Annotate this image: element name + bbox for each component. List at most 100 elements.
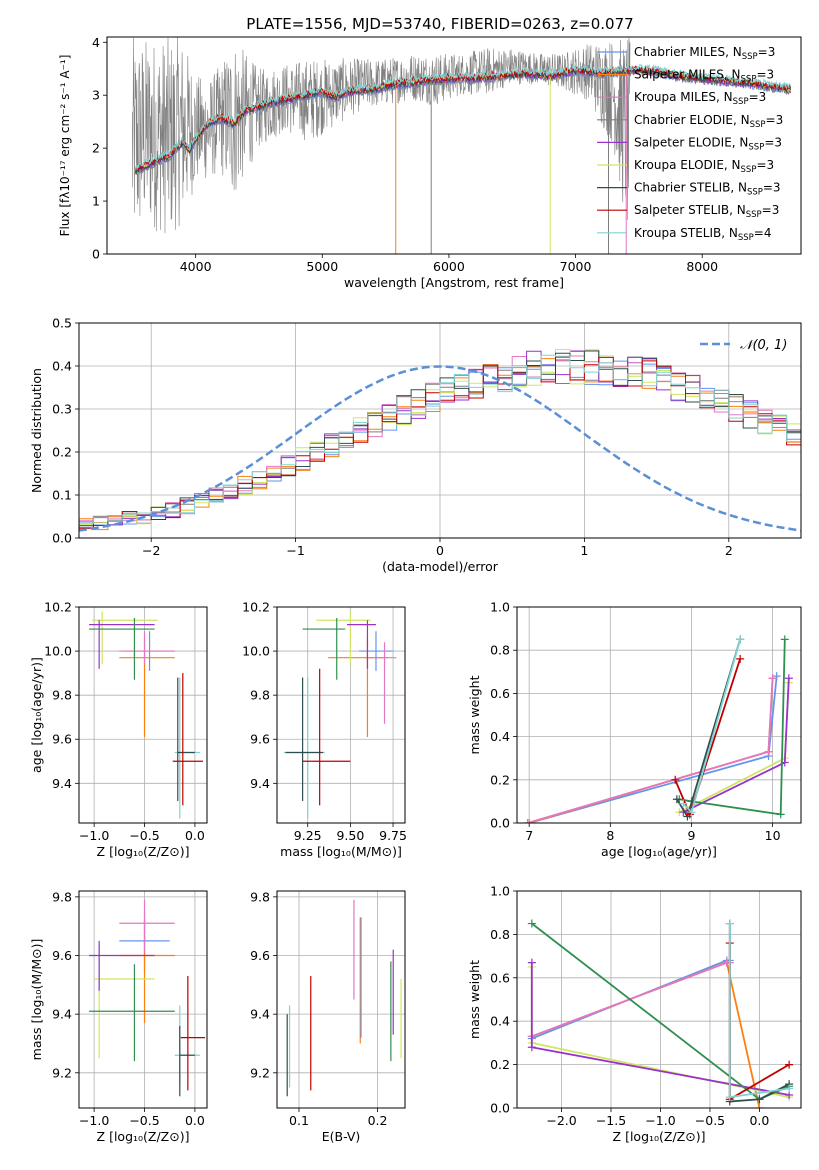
- model-spectrum-kroupa-stelib: [134, 63, 792, 171]
- x-tick-label: 0.1: [289, 1113, 309, 1128]
- errorbar-point: [302, 668, 351, 806]
- y-tick-label: 0.2: [490, 772, 510, 787]
- y-tick-label: 9.8: [52, 688, 72, 703]
- x-axis-label: E(B-V): [322, 1129, 361, 1144]
- data-marker: [736, 635, 745, 644]
- x-tick-label: 10: [765, 828, 781, 843]
- data-marker: [725, 919, 734, 928]
- y-tick-label: 1.0: [490, 600, 510, 615]
- data-marker: [784, 674, 793, 683]
- x-axis-label: age [log₁₀(age/yr)]: [601, 844, 717, 859]
- y-tick-label: 1.0: [490, 884, 510, 899]
- x-tick-label: 8000: [686, 259, 718, 274]
- data-marker: [755, 1104, 764, 1108]
- y-axis-label: Flux [fλ10⁻¹⁷ erg cm⁻² s⁻¹ A⁻¹]: [58, 55, 72, 237]
- errorbar-point: [89, 618, 155, 680]
- data-marker: [776, 810, 785, 819]
- data-marker: [527, 958, 536, 967]
- x-tick-label: 0.0: [185, 828, 205, 843]
- y-tick-label: 10.0: [44, 644, 72, 659]
- plot-area: [132, 37, 792, 254]
- data-marker: [523, 819, 532, 823]
- plot-area: [283, 611, 397, 819]
- histogram-series: [79, 358, 801, 538]
- axes-frame: [276, 606, 406, 824]
- axes-frame: [78, 606, 208, 824]
- data-marker: [785, 1084, 794, 1093]
- legend-label: Chabrier ELODIE, NSSP=3: [634, 113, 783, 130]
- plot-area: [89, 899, 205, 1097]
- y-tick-label: 0.4: [490, 729, 510, 744]
- mass-weight-series: [679, 639, 786, 816]
- data-marker: [671, 775, 680, 784]
- x-tick-label: −1.0: [79, 828, 109, 843]
- y-axis-label: mass weight: [467, 675, 482, 754]
- y-tick-label: 9.8: [52, 889, 72, 904]
- y-tick-label: 0.4: [490, 1014, 510, 1029]
- y-tick-label: 0.6: [490, 970, 510, 985]
- y-tick-label: 9.4: [250, 1007, 270, 1022]
- y-axis-label: mass [log₁₀(M/M⊙)]: [29, 939, 44, 1061]
- x-axis-label: wavelength [Angstrom, rest frame]: [344, 275, 564, 290]
- histogram-series: [79, 349, 801, 538]
- y-axis-label: Normed distribution: [29, 368, 44, 493]
- y-tick-label: 9.6: [250, 948, 270, 963]
- y-tick-label: 0.3: [52, 402, 72, 417]
- y-tick-label: 0.2: [490, 1057, 510, 1072]
- x-tick-label: 6000: [433, 259, 465, 274]
- axes-frame: [106, 36, 802, 255]
- legend-label: 𝒩(0, 1): [740, 338, 787, 353]
- axes-frame: [78, 322, 802, 539]
- x-tick-label: −1.0: [79, 1113, 109, 1128]
- x-tick-label: 9.25: [294, 828, 322, 843]
- mass-weight-series: [528, 678, 774, 823]
- legend-label: Chabrier STELIB, NSSP=3: [634, 181, 781, 198]
- y-tick-label: 9.4: [250, 776, 270, 791]
- y-tick-label: 0.0: [490, 1101, 510, 1116]
- mass-weight-series: [528, 676, 778, 823]
- legend-label: Chabrier MILES, NSSP=3: [634, 45, 775, 62]
- y-tick-label: 2: [92, 141, 100, 156]
- errorbar-point: [283, 677, 325, 819]
- errorbar-point: [346, 620, 376, 669]
- data-marker: [736, 654, 745, 663]
- y-tick-label: 0.8: [490, 643, 510, 658]
- x-tick-label: −2.0: [546, 1113, 576, 1128]
- y-tick-label: 0.0: [52, 531, 72, 546]
- plot-area: [523, 635, 793, 823]
- legend-label: Kroupa ELODIE, NSSP=3: [634, 158, 774, 175]
- errorbar-point: [174, 677, 200, 819]
- x-tick-label: 0: [436, 543, 444, 558]
- histogram-series: [79, 350, 801, 538]
- y-tick-label: 4: [92, 35, 100, 50]
- plot-area: [79, 349, 801, 538]
- errorbar-point: [89, 940, 155, 991]
- x-tick-label: 5000: [306, 259, 338, 274]
- data-marker: [764, 747, 773, 756]
- figure-title: PLATE=1556, MJD=53740, FIBERID=0263, z=0…: [246, 15, 633, 33]
- errorbar-point: [119, 631, 175, 665]
- x-tick-label: 9.75: [379, 828, 407, 843]
- data-marker: [527, 919, 536, 928]
- y-tick-label: 0.6: [490, 686, 510, 701]
- panel-mass_vs_Z: −1.0 −0.5 0.0 9.2 9.4 9.6 9.8 Z [log₁₀(Z/Z⊙)] ma…: [29, 889, 208, 1144]
- panel-massweight_vs_age: 7 8 9 10 0.0 0.2 0.4 0.6 0.8 1.0 age [log₁₀(age/yr…: [467, 600, 802, 859]
- x-tick-label: −1.0: [645, 1113, 675, 1128]
- x-axis-label: (data-model)/error: [382, 559, 499, 574]
- panel-spectrum: 4000 5000 6000 7000 8000 0 1 2 3 4 wavelength [Ang…: [58, 35, 802, 290]
- x-axis-label: mass [log₁₀(M/M⊙)]: [280, 844, 402, 859]
- x-tick-label: −0.5: [695, 1113, 725, 1128]
- data-marker: [527, 1043, 536, 1052]
- legend-label: Kroupa STELIB, NSSP=4: [634, 226, 772, 243]
- errorbar-point: [367, 642, 397, 724]
- legend-label: Kroupa MILES, NSSP=3: [634, 90, 766, 107]
- panel-massweight_vs_Z: −2.0 −1.5 −1.0 −0.5 0.0 0.0 0.2 0.4 0.6 0.8 1.0 Z […: [467, 884, 802, 1144]
- x-tick-label: 8: [606, 828, 614, 843]
- y-axis-label: mass weight: [467, 960, 482, 1039]
- y-tick-label: 9.8: [250, 688, 270, 703]
- legend-label: Salpeter MILES, NSSP=3: [634, 68, 774, 85]
- x-tick-label: −1: [286, 543, 304, 558]
- mass-weight-series: [531, 961, 761, 1108]
- y-tick-label: 0.0: [490, 816, 510, 831]
- errorbar-point: [89, 964, 175, 1062]
